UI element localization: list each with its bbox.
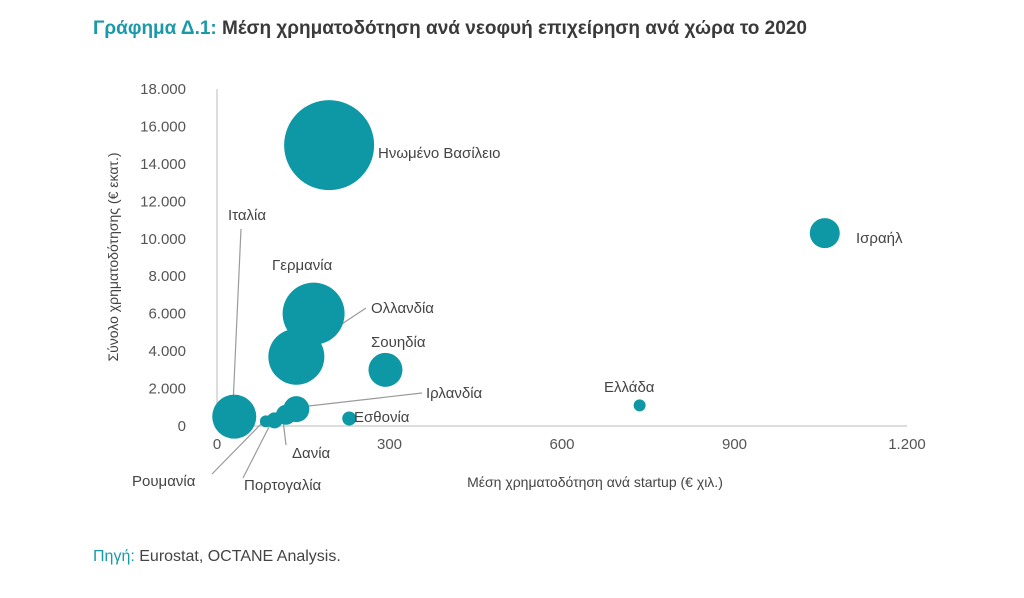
source-text: Eurostat, OCTANE Analysis. <box>139 548 341 565</box>
chart-title-prefix: Γράφημα Δ.1: <box>93 18 217 39</box>
y-tick-label: 10.000 <box>140 231 186 248</box>
source-note: Πηγή: Eurostat, OCTANE Analysis. <box>93 548 341 566</box>
bubble-label: Πορτογαλία <box>244 477 322 494</box>
bubble-point <box>342 411 357 426</box>
bubble-label: Ολλανδία <box>371 300 434 317</box>
y-tick-label: 14.000 <box>140 156 186 173</box>
bubble-label: Ρουμανία <box>132 473 196 490</box>
y-tick-label: 16.000 <box>140 118 186 135</box>
bubble-point <box>268 328 325 385</box>
bubble-label: Ισραήλ <box>856 230 903 247</box>
x-tick-label: 1.200 <box>888 436 926 453</box>
y-axis-title: Σύνολο χρηματοδότησης (€ εκατ.) <box>105 152 121 361</box>
x-axis-title: Μέση χρηματοδότηση ανά startup (€ χιλ.) <box>467 474 723 490</box>
x-tick-label: 0 <box>213 436 221 453</box>
bubble-label: Ελλάδα <box>604 379 655 396</box>
bubble-point <box>633 399 646 412</box>
leader-line <box>232 228 242 406</box>
y-tick-label: 12.000 <box>140 193 186 210</box>
y-tick-label: 8.000 <box>148 268 186 285</box>
bubble-label: Εσθονία <box>354 409 410 426</box>
y-tick-label: 0 <box>178 418 186 435</box>
bubble-label: Ηνωμένο Βασίλειο <box>378 145 501 162</box>
bubble-point <box>284 100 375 191</box>
leader-line <box>211 422 263 475</box>
bubble-point <box>368 352 403 387</box>
y-tick-label: 2.000 <box>148 381 186 398</box>
chart-title-text: Μέση χρηματοδότηση ανά νεοφυή επιχείρηση… <box>222 18 807 39</box>
x-tick-label: 300 <box>377 436 402 453</box>
bubble-point <box>259 415 272 428</box>
leader-line <box>299 392 423 408</box>
bubble-label: Γερμανία <box>272 257 333 274</box>
leader-line <box>242 422 272 479</box>
bubble-label: Δανία <box>292 445 331 462</box>
y-tick-label: 4.000 <box>148 343 186 360</box>
x-tick-label: 900 <box>722 436 747 453</box>
chart-title: Γράφημα Δ.1: Μέση χρηματοδότηση ανά νεοφ… <box>93 18 807 40</box>
bubble-label: Ιταλία <box>228 207 266 224</box>
x-tick-label: 600 <box>549 436 574 453</box>
bubble-point <box>809 218 840 249</box>
bubble-label: Σουηδία <box>371 334 426 351</box>
source-label: Πηγή: <box>93 548 135 565</box>
y-tick-label: 18.000 <box>140 81 186 98</box>
y-tick-label: 6.000 <box>148 306 186 323</box>
bubble-label: Ιρλανδία <box>426 385 483 402</box>
bubble-point <box>212 394 257 439</box>
